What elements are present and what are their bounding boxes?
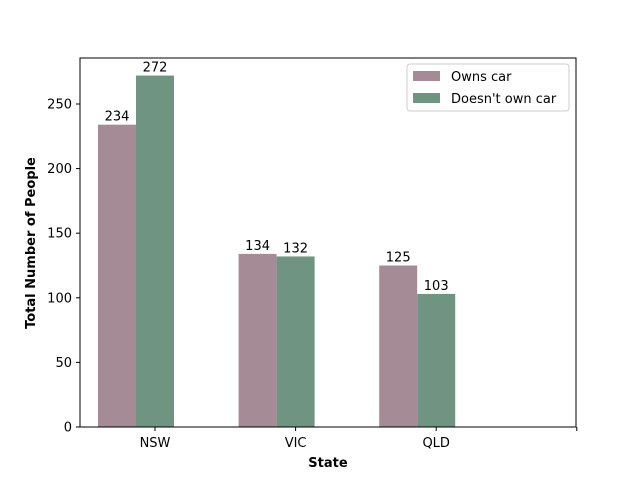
bars-layer	[98, 75, 456, 428]
y-tick-label: 250	[47, 97, 72, 112]
axes-layer: 0 50 100 150 200 250 NSW VIC QLD	[47, 57, 578, 451]
plot-frame	[79, 57, 577, 428]
legend-swatch-series-1	[413, 71, 440, 81]
legend-box	[406, 63, 570, 112]
data-label-vic-series-2: 132	[283, 241, 308, 256]
legend-swatch-series-2	[413, 93, 440, 103]
y-tick-label: 100	[47, 291, 72, 306]
legend-label-series-2: Doesn't own car	[451, 92, 557, 107]
bar-vic-series-2	[276, 256, 315, 427]
bar-nsw-series-2	[136, 75, 174, 428]
x-tick-label-vic: VIC	[285, 436, 307, 451]
data-label-qld-series-2: 103	[424, 279, 449, 294]
x-tick-label-nsw: NSW	[140, 436, 171, 451]
bar-vic-series-1	[238, 253, 277, 427]
y-tick-label: 50	[55, 356, 72, 371]
y-tick-label: 200	[47, 162, 72, 177]
bar-qld-series-2	[417, 293, 456, 427]
y-axis-title: Total Number of People	[24, 157, 39, 329]
x-tick-label-qld: QLD	[422, 436, 450, 451]
y-tick-label: 150	[47, 227, 72, 242]
labels-layer: 234 272 134 132 125 103	[105, 61, 449, 294]
bar-qld-series-1	[379, 265, 418, 427]
data-label-nsw-series-2: 272	[143, 61, 168, 76]
data-label-vic-series-1: 134	[245, 239, 270, 254]
data-label-qld-series-1: 125	[386, 250, 411, 265]
legend: Owns car Doesn't own car	[406, 63, 570, 112]
data-label-nsw-series-1: 234	[105, 110, 130, 125]
x-axis-title: State	[308, 456, 348, 471]
bar-nsw-series-1	[98, 124, 136, 428]
legend-label-series-1: Owns car	[451, 70, 512, 85]
y-tick-label: 0	[64, 421, 72, 436]
